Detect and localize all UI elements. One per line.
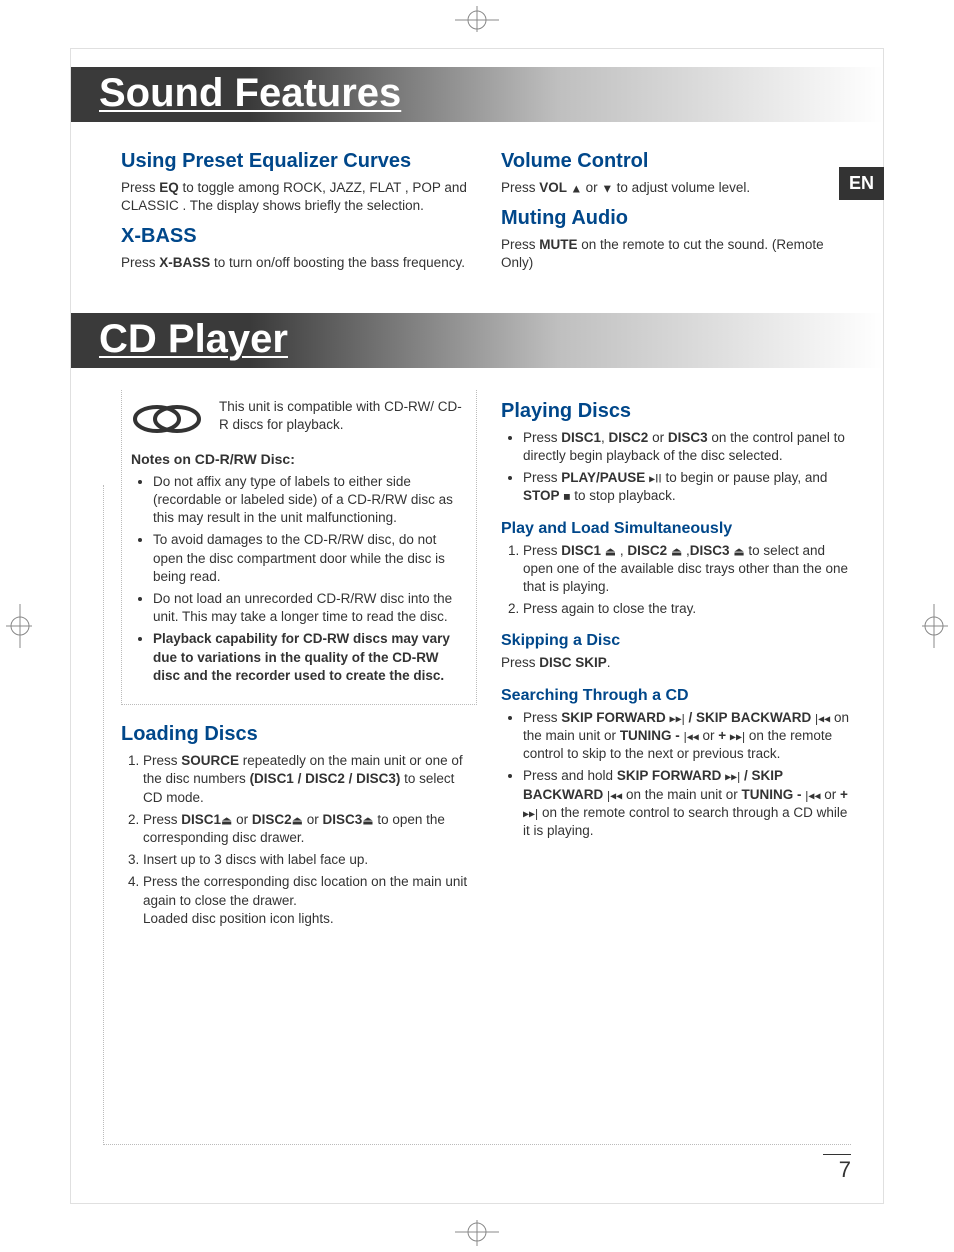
skip-text: Press DISC SKIP. (501, 654, 857, 672)
page-frame: EN Sound Features Using Preset Equalizer… (70, 48, 884, 1204)
loading-step: Press DISC1⏏ or DISC2⏏ or DISC3⏏ to open… (143, 811, 477, 847)
volume-text: Press VOL ▲ or ▼ to adjust volume level. (501, 179, 857, 197)
heading-xbass: X-BASS (121, 225, 477, 248)
search-item: Press SKIP FORWARD ▸▸| / SKIP BACKWARD |… (523, 709, 857, 764)
eq-text: Press EQ to toggle among ROCK, JAZZ, FLA… (121, 179, 477, 215)
search-item: Press and hold SKIP FORWARD ▸▸| / SKIP B… (523, 767, 857, 840)
heading-playing: Playing Discs (501, 400, 857, 423)
note-item: Do not affix any type of labels to eithe… (153, 473, 467, 528)
dotted-left-edge (103, 485, 104, 1145)
heading-skip: Skipping a Disc (501, 632, 857, 650)
heading-play-load: Play and Load Simultaneously (501, 520, 857, 538)
notes-title: Notes on CD-R/RW Disc: (131, 451, 467, 467)
xbass-text: Press X-BASS to turn on/off boosting the… (121, 254, 477, 272)
heading-loading: Loading Discs (121, 723, 477, 746)
loading-step: Press the corresponding disc location on… (143, 873, 477, 928)
playing-item: Press DISC1, DISC2 or DISC3 on the contr… (523, 429, 857, 465)
play-load-steps: Press DISC1 ⏏ , DISC2 ⏏ ,DISC3 ⏏ to sele… (501, 542, 857, 619)
mute-text: Press MUTE on the remote to cut the soun… (501, 236, 857, 272)
cd-right-col: Playing Discs Press DISC1, DISC2 or DISC… (501, 390, 857, 938)
banner-sound-features: Sound Features (71, 67, 883, 122)
play-load-step: Press again to close the tray. (523, 600, 857, 618)
notes-list: Do not affix any type of labels to eithe… (131, 473, 467, 685)
loading-step: Press SOURCE repeatedly on the main unit… (143, 752, 477, 807)
page-number: 7 (823, 1154, 851, 1183)
note-item: Do not load an unrecorded CD-R/RW disc i… (153, 590, 467, 626)
sound-columns: Using Preset Equalizer Curves Press EQ t… (71, 140, 883, 283)
heading-mute: Muting Audio (501, 207, 857, 230)
notes-box: This unit is compatible with CD-RW/ CD-R… (121, 390, 477, 705)
cd-rw-icon (131, 402, 203, 441)
heading-search: Searching Through a CD (501, 687, 857, 705)
crop-mark-right (922, 604, 948, 648)
search-list: Press SKIP FORWARD ▸▸| / SKIP BACKWARD |… (501, 709, 857, 841)
note-item-bold: Playback capability for CD-RW discs may … (153, 630, 467, 685)
dotted-bottom-edge (103, 1144, 851, 1145)
heading-volume: Volume Control (501, 150, 857, 173)
sound-right-col: Volume Control Press VOL ▲ or ▼ to adjus… (501, 140, 857, 283)
banner-cd-player: CD Player (71, 313, 883, 368)
playing-item: Press PLAY/PAUSE ▸II to begin or pause p… (523, 469, 857, 505)
language-tab: EN (839, 167, 884, 200)
loading-step: Insert up to 3 discs with label face up. (143, 851, 477, 869)
cd-columns: This unit is compatible with CD-RW/ CD-R… (71, 390, 883, 938)
cd-left-col: This unit is compatible with CD-RW/ CD-R… (121, 390, 477, 938)
heading-eq: Using Preset Equalizer Curves (121, 150, 477, 173)
compat-text: This unit is compatible with CD-RW/ CD-R… (219, 398, 467, 434)
loading-steps: Press SOURCE repeatedly on the main unit… (121, 752, 477, 928)
crop-mark-left (6, 604, 32, 648)
sound-left-col: Using Preset Equalizer Curves Press EQ t… (121, 140, 477, 283)
note-item: To avoid damages to the CD-R/RW disc, do… (153, 531, 467, 586)
crop-mark-top (455, 6, 499, 32)
crop-mark-bottom (455, 1220, 499, 1246)
playing-list: Press DISC1, DISC2 or DISC3 on the contr… (501, 429, 857, 506)
play-load-step: Press DISC1 ⏏ , DISC2 ⏏ ,DISC3 ⏏ to sele… (523, 542, 857, 597)
